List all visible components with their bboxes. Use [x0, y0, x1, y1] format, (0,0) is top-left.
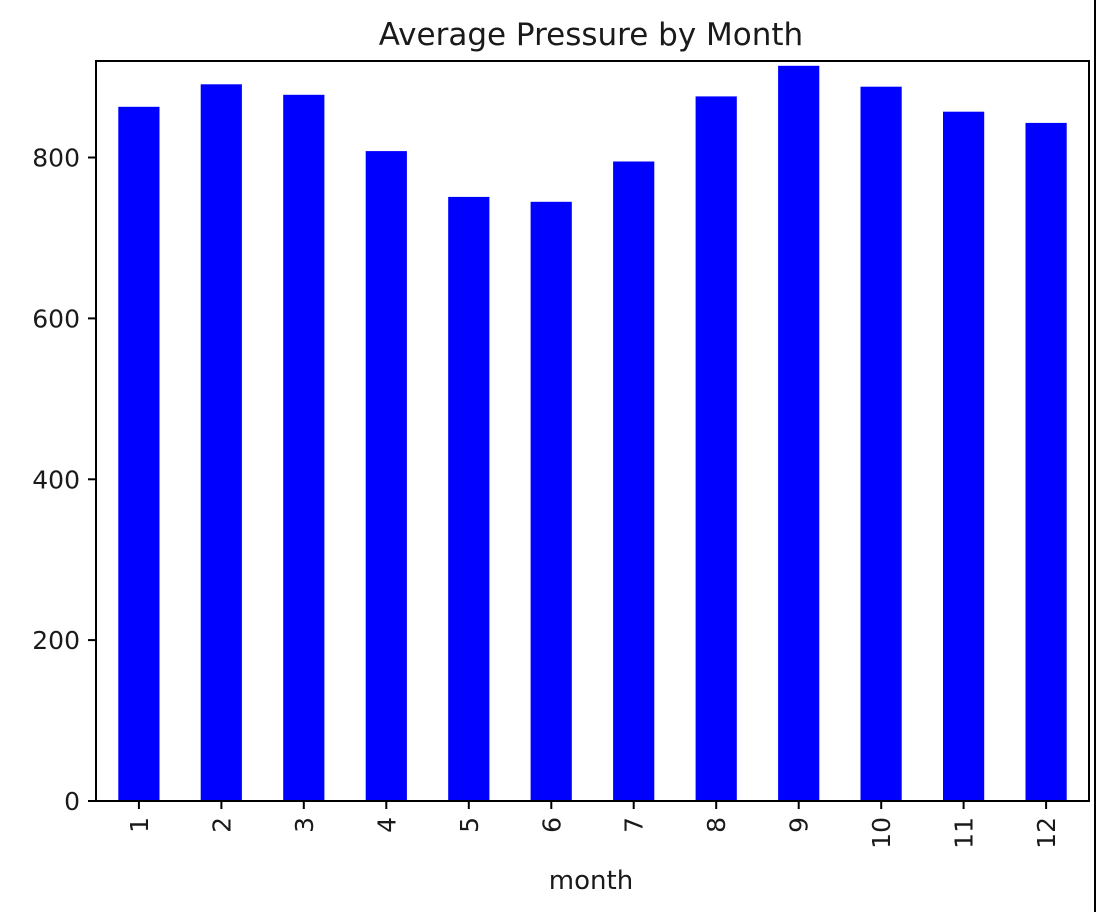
bar-month-8: [695, 96, 737, 801]
y-tick-label: 800: [32, 144, 80, 173]
x-tick-label: 10: [867, 817, 896, 849]
x-tick-label: 9: [785, 817, 814, 833]
axes-frame: [95, 60, 1090, 802]
bar-month-10: [860, 86, 902, 801]
bar-month-1: [118, 106, 160, 802]
bar-month-5: [448, 196, 490, 801]
x-tick-label: 12: [1032, 817, 1061, 849]
x-axis: 1 2 3 4 5 6 7 8 9 10 11 12: [125, 801, 1061, 849]
bar-month-4: [365, 151, 407, 802]
x-tick-label: 1: [125, 817, 154, 833]
x-tick-label: 4: [372, 817, 401, 833]
y-tick-label: 0: [64, 787, 80, 816]
chart-title: Average Pressure by Month: [379, 17, 803, 53]
x-tick-label: 2: [207, 817, 236, 833]
x-tick-label: 11: [950, 817, 979, 849]
bar-month-2: [200, 84, 242, 802]
bar-month-3: [283, 94, 325, 802]
y-tick-label: 200: [32, 626, 80, 655]
bar-month-7: [613, 161, 655, 801]
bar-month-6: [530, 201, 572, 802]
x-axis-label: month: [549, 866, 633, 896]
bar-month-12: [1025, 122, 1067, 801]
x-tick-label: 7: [620, 817, 649, 833]
y-tick-label: 600: [32, 304, 80, 333]
x-tick-label: 5: [455, 817, 484, 833]
y-axis: 0 200 400 600 800: [32, 144, 96, 816]
x-tick-label: 3: [290, 817, 319, 833]
x-tick-label: 6: [537, 817, 566, 833]
bars-group: [118, 65, 1067, 802]
y-tick-label: 400: [32, 465, 80, 494]
bar-month-9: [778, 65, 820, 802]
bar-month-11: [943, 111, 985, 801]
x-tick-label: 8: [702, 817, 731, 833]
